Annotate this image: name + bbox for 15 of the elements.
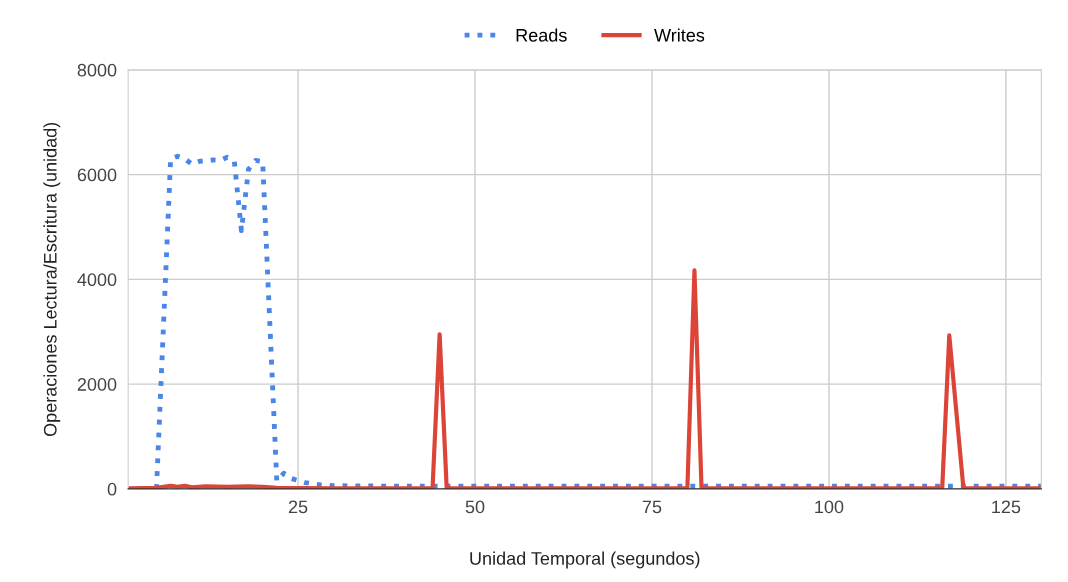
- y-tick-label: 6000: [77, 168, 117, 182]
- y-tick-label: 0: [107, 482, 117, 496]
- y-tick-label: 4000: [77, 273, 117, 287]
- y-tick-label: 8000: [77, 63, 117, 77]
- line-series: [154, 153, 1042, 489]
- x-tick-label: 75: [642, 500, 662, 514]
- x-axis-title: Unidad Temporal (segundos): [470, 551, 700, 569]
- x-tick-label: 50: [465, 500, 485, 514]
- legend-label: Reads: [516, 28, 567, 42]
- y-tick-label: 2000: [77, 378, 117, 391]
- y-axis-title: Operaciones Lectura/Escritura (unidad): [43, 122, 61, 437]
- x-tick-label: 25: [288, 500, 308, 514]
- x-tick-label: 125: [992, 500, 1021, 514]
- legend-label: Writes: [654, 28, 705, 42]
- x-tick-label: 100: [815, 500, 844, 514]
